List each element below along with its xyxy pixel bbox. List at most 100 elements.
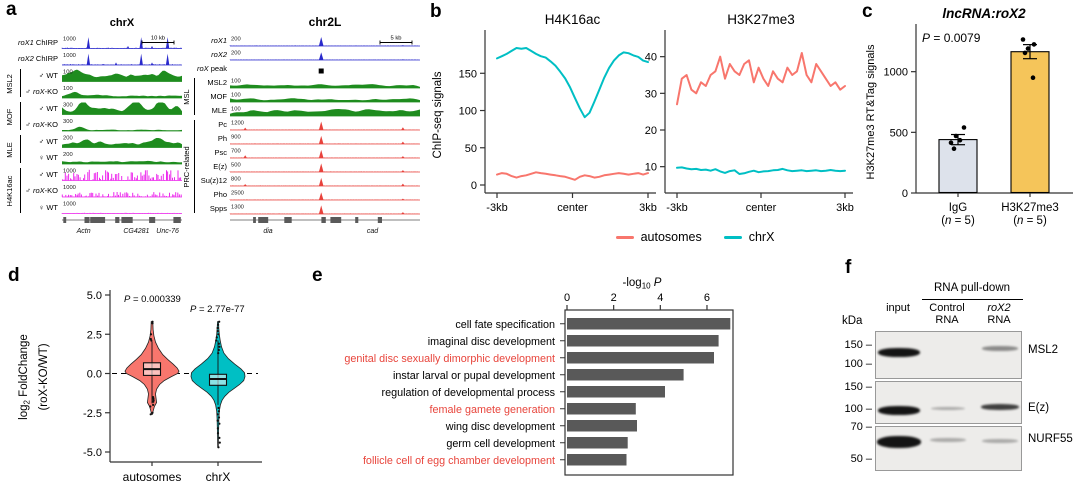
track-scale-value: 100 (231, 107, 241, 113)
protein-label: MSL2 (1028, 344, 1059, 356)
y-tick-label: 0 (471, 180, 477, 192)
go-term-label: wing disc development (445, 421, 555, 433)
protein-band (930, 437, 966, 442)
track-scale-value: 100 (231, 79, 241, 85)
gene-name: Unc-76 (156, 228, 179, 235)
genome-track: 1000 (61, 37, 182, 49)
track-scale-value: 700 (231, 149, 241, 155)
panel-e-letter: e (312, 265, 323, 286)
track-label: MLE (211, 106, 227, 116)
chrx-line-swatch (723, 235, 742, 239)
group-bracket (194, 120, 195, 213)
foldchange-violin-chart: log2 FoldChange (roX-KO/WT) P = 0.000339… (18, 290, 262, 484)
track-scale-value: 900 (231, 135, 241, 141)
y-tick-label: -5.0 (83, 447, 102, 459)
track-label: ♂ WT (38, 136, 58, 146)
track-label: ♀ WT (38, 202, 58, 212)
y-tick-label: 5.0 (87, 290, 102, 302)
c-p-value: P = 0.0079 (922, 31, 981, 45)
panel-b-metaplots: b ChIP-seq signals 0 50 100 150 -3kb center 3k… (425, 0, 885, 262)
track-scale-value: 1000 (63, 53, 76, 59)
track-scale-value: 1300 (231, 205, 244, 211)
track-scale-value: 200 (63, 152, 73, 158)
gene-name: CG4281 (123, 228, 149, 235)
track-scale-value: 2500 (231, 191, 244, 197)
y-tick-label: 500 (890, 127, 908, 139)
track-label: Su(z)12 (200, 176, 227, 186)
data-point (948, 140, 954, 145)
kda-marker: 100 – (844, 358, 872, 371)
c-n-igg: (n = 5) (941, 215, 975, 227)
track-label: roX1 ChIRP (17, 37, 58, 47)
y-tick-label: 1000 (884, 67, 908, 79)
track-scale-value: 800 (231, 177, 241, 183)
kda-marker: 100 – (844, 402, 872, 415)
genome-track: 100 (230, 93, 420, 103)
x-tick-label: 0 (564, 292, 570, 304)
go-term-label: regulation of developmental process (382, 387, 556, 399)
genome-track: 100 (230, 79, 420, 89)
d-p-autosomes: P = 0.000339 (124, 294, 181, 305)
data-point (1022, 50, 1028, 56)
group-label: PRC-related (182, 146, 191, 188)
protein-band (931, 406, 965, 411)
go-term-label: cell fate specification (455, 319, 555, 331)
kda-marker: 150 – (844, 380, 872, 393)
y-tick-label: 30 (645, 88, 657, 100)
group-label: MLE (5, 141, 14, 158)
chrx-gene-models: Actn CG4281 Unc-76 (62, 217, 182, 235)
c-n-h3k27me3: (n = 5) (1013, 215, 1047, 227)
series-autosomes (496, 171, 649, 181)
scale-bar-label: 10 kb (151, 36, 165, 42)
go-bar (567, 318, 731, 330)
track-label: MSL2 (207, 78, 227, 88)
data-point (951, 146, 957, 151)
x-tick-label: -3kb (486, 202, 507, 214)
y-tick-label: 100 (459, 106, 477, 118)
go-term-label: follicle cell of egg chamber development (363, 455, 555, 467)
group-bracket (20, 69, 21, 97)
kda-marker: 150 – (844, 338, 872, 351)
d-xlabel-chrx: chrX (206, 470, 231, 484)
y-tick-label: 150 (459, 68, 477, 80)
protein-band (877, 435, 921, 448)
legend-label-autosomes: autosomes (640, 230, 702, 244)
panel-b-letter: b (430, 1, 442, 22)
group-bracket (194, 78, 195, 115)
panel-d-letter: d (8, 265, 20, 286)
d-y-axis-label-line2: (roX-KO/WT) (38, 343, 50, 410)
chrx-tracks: 1000 1000 100 100 300 300 200 200 1000 1000 1000 10… (61, 36, 182, 214)
track-scale-value: 1000 (63, 169, 76, 175)
group-bracket (20, 135, 21, 163)
lane-label: Control RNA (929, 302, 965, 326)
track-label: ♂ roX -KO (25, 186, 58, 195)
protein-band (981, 403, 1019, 410)
legend-item-autosomes: autosomes (615, 230, 702, 244)
c-xlabel-h3k27me3: H3K27me3 (1001, 202, 1059, 214)
panel-a-genome-tracks: a chrX chr2L roX1 ChIRP roX2 ChIRP ♂ WT ♂ r… (0, 0, 430, 262)
c-y-axis-label: H3K27me3 RT&Tag signals (865, 44, 877, 179)
genome-track: 1000 (61, 202, 182, 214)
group-label: MSL (182, 89, 191, 105)
x-tick-label: 6 (704, 292, 710, 304)
go-bar (567, 352, 714, 364)
genome-track: 200 (62, 152, 182, 165)
genome-track: 200 (229, 51, 420, 61)
panel-a-letter: a (6, 0, 17, 20)
genome-track: 900 (230, 135, 420, 145)
series-autosomes (676, 52, 846, 106)
bar-H3K27me3 (1010, 51, 1050, 194)
track-label: Spps (209, 204, 227, 214)
autosomes-line-swatch (615, 235, 634, 239)
track-label: roX2 (211, 50, 227, 60)
x-tick-label: -3kb (666, 202, 687, 214)
track-label: E(z) (213, 162, 227, 172)
y-tick-label: 10 (645, 162, 657, 174)
rttag-bar-chart: lncRNA:roX2 P = 0.0079 H3K27me3 RT&Tag s… (865, 6, 1073, 227)
genome-track: 800 (230, 177, 420, 187)
x-tick-label: 4 (657, 292, 663, 304)
genome-track: 500 (229, 163, 420, 173)
x-tick-label: center (557, 202, 588, 214)
track-label: Pho (213, 190, 227, 200)
group-bracket (20, 168, 21, 213)
